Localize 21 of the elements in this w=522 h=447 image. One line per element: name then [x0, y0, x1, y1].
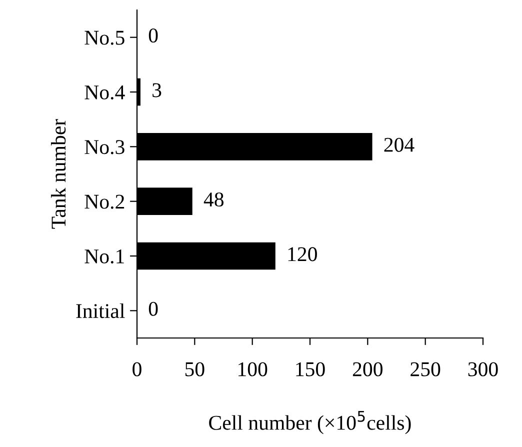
x-tick-label: 300 [468, 362, 498, 376]
y-tick-label: No.3 [84, 140, 124, 154]
x-axis-title: Cell number (×10$^{5}$cells) [209, 411, 411, 434]
data-label: 120 [288, 247, 317, 262]
y-tick-label: No.2 [84, 194, 124, 209]
data-label: 0 [148, 302, 158, 316]
data-label: 0 [148, 28, 158, 43]
x-tick-label: 250 [410, 362, 440, 376]
x-tick-label: 50 [185, 362, 204, 376]
x-tick-label: 0 [132, 362, 142, 376]
data-label: 3 [152, 83, 162, 98]
x-tick-label: 200 [352, 362, 382, 376]
x-tick-label: 100 [238, 362, 268, 376]
y-tick-label: No.5 [84, 30, 124, 45]
y-tick-label: No.4 [84, 86, 125, 100]
data-label: 48 [204, 192, 224, 207]
data-label: 204 [384, 138, 414, 152]
y-tick-label: No.1 [84, 249, 124, 264]
y-axis-title: Tank number [50, 119, 66, 229]
y-tick-label: Initial [76, 303, 125, 318]
x-tick-label: 150 [296, 362, 325, 376]
